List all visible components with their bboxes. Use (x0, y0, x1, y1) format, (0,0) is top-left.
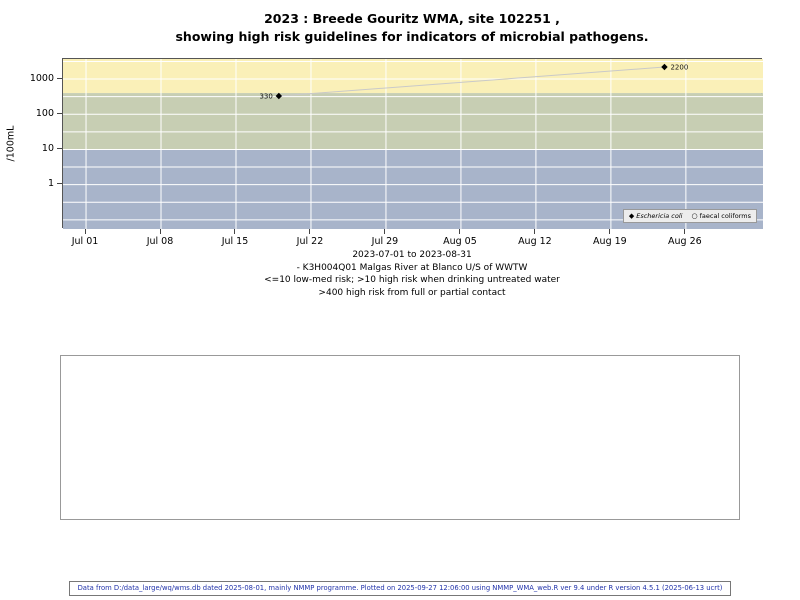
footer-wrap: Data from D:/data_large/wq/wms.db dated … (0, 581, 800, 596)
y-tick-mark (57, 147, 62, 149)
x-tick-label: Jul 15 (221, 236, 249, 247)
y-tick-label: 1 (47, 178, 54, 190)
x-tick-mark (234, 229, 236, 234)
x-tick-label: Jul 22 (296, 236, 324, 247)
filled-diamond-icon: ◆ (628, 212, 635, 220)
x-tick-mark (309, 229, 311, 234)
x-tick-mark (534, 229, 536, 234)
y-tick-mark (57, 77, 62, 79)
empty-panel (60, 355, 740, 520)
caption-risk-contact: >400 high risk from full or partial cont… (318, 287, 506, 298)
x-tick-mark (84, 229, 86, 234)
data-point-label: 2200 (670, 64, 688, 72)
data-point-diamond (661, 63, 668, 71)
x-tick-label: Aug 05 (443, 236, 477, 247)
data-point-label: 330 (259, 93, 272, 101)
legend-label-ecoli: Eschericia coli (636, 212, 683, 220)
footer-note: Data from D:/data_large/wq/wms.db dated … (68, 581, 732, 596)
risk-band (63, 93, 763, 150)
x-tick-label: Jul 29 (371, 236, 399, 247)
title-line-1: 2023 : Breede Gouritz WMA, site 102251 , (264, 11, 560, 26)
x-tick-label: Aug 26 (668, 236, 702, 247)
y-tick-label: 100 (35, 107, 54, 119)
y-tick-mark (57, 183, 62, 185)
chart-captions: 2023-07-01 to 2023-08-31 - K3H004Q01 Mal… (62, 249, 762, 299)
series-line (278, 66, 665, 97)
open-circle-icon: ○ (691, 212, 698, 220)
x-tick-label: Jul 01 (71, 236, 99, 247)
plot-area: 330 2200 ◆ Eschericia coli ○ faecal colifor… (62, 58, 763, 229)
y-tick-mark (57, 112, 62, 114)
x-tick-mark (384, 229, 386, 234)
x-tick-mark (459, 229, 461, 234)
chart-legend: ◆ Eschericia coli ○ faecal coliforms (622, 209, 757, 223)
x-tick-label: Aug 12 (518, 236, 552, 247)
legend-entry-faecal: ○ faecal coliforms (691, 212, 751, 220)
legend-entry-ecoli: ◆ Eschericia coli (629, 212, 683, 220)
x-tick-mark (684, 229, 686, 234)
caption-site: - K3H004Q01 Malgas River at Blanco U/S o… (296, 262, 528, 273)
x-tick-label: Jul 08 (146, 236, 174, 247)
title-line-2: showing high risk guidelines for indicat… (175, 29, 649, 44)
legend-label-faecal: faecal coliforms (699, 212, 751, 220)
chart-canvas: 330 2200 (63, 59, 763, 229)
caption-risk-drinking: <=10 low-med risk; >10 high risk when dr… (264, 275, 560, 285)
caption-date-range: 2023-07-01 to 2023-08-31 (352, 250, 472, 260)
x-tick-mark (159, 229, 161, 234)
y-tick-label: 1000 (29, 72, 54, 84)
risk-band (63, 59, 763, 94)
x-tick-label: Aug 19 (593, 236, 627, 247)
page-title: 2023 : Breede Gouritz WMA, site 102251 ,… (62, 10, 762, 46)
y-axis-label: /100mL (5, 125, 17, 161)
x-tick-mark (609, 229, 611, 234)
y-tick-label: 10 (41, 142, 54, 154)
